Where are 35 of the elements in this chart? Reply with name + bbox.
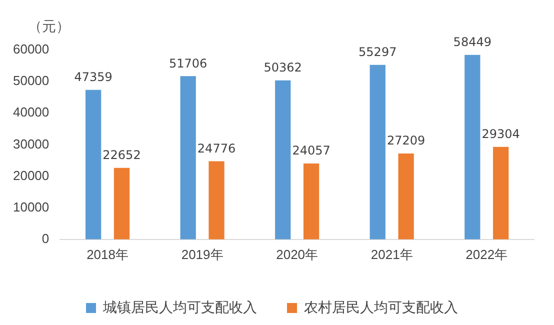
bar xyxy=(86,90,102,240)
x-tick-label: 2019年 xyxy=(181,246,224,262)
bar xyxy=(208,161,224,240)
bar xyxy=(114,168,130,240)
bar xyxy=(275,80,291,240)
data-label: 29304 xyxy=(482,127,520,142)
y-tick-label: 60000 xyxy=(12,42,50,57)
y-tick-label: 40000 xyxy=(12,104,50,120)
x-tick-label: 2018年 xyxy=(86,246,128,262)
data-label: 51706 xyxy=(168,56,208,70)
bar xyxy=(493,146,509,240)
bar xyxy=(464,54,480,240)
bar xyxy=(398,154,414,240)
data-label: 50362 xyxy=(264,60,302,75)
data-label: 47359 xyxy=(74,70,112,84)
x-tick-label: 2020年 xyxy=(276,246,318,262)
data-label: 22652 xyxy=(102,148,141,162)
y-tick-label: 20000 xyxy=(12,168,50,183)
bar xyxy=(180,76,196,240)
data-label: 27209 xyxy=(386,134,426,148)
y-tick-label: 0 xyxy=(42,230,50,246)
x-tick-label: 2022年 xyxy=(466,246,508,262)
y-tick-label: 50000 xyxy=(12,73,50,88)
bar xyxy=(370,64,386,240)
y-tick-label: 10000 xyxy=(12,199,50,214)
y-tick-label: 30000 xyxy=(12,136,50,152)
legend-label: 城镇居民人均可支配收入 xyxy=(102,298,257,315)
data-label: 24057 xyxy=(292,144,330,158)
data-label: 58449 xyxy=(453,35,492,50)
data-label: 55297 xyxy=(358,44,397,59)
data-label: 24776 xyxy=(197,141,236,156)
bar xyxy=(303,163,320,240)
y-axis-title: （元） xyxy=(28,18,70,36)
legend-label: 农村居民人均可支配收入 xyxy=(304,298,458,315)
x-tick-label: 2021年 xyxy=(370,246,413,262)
